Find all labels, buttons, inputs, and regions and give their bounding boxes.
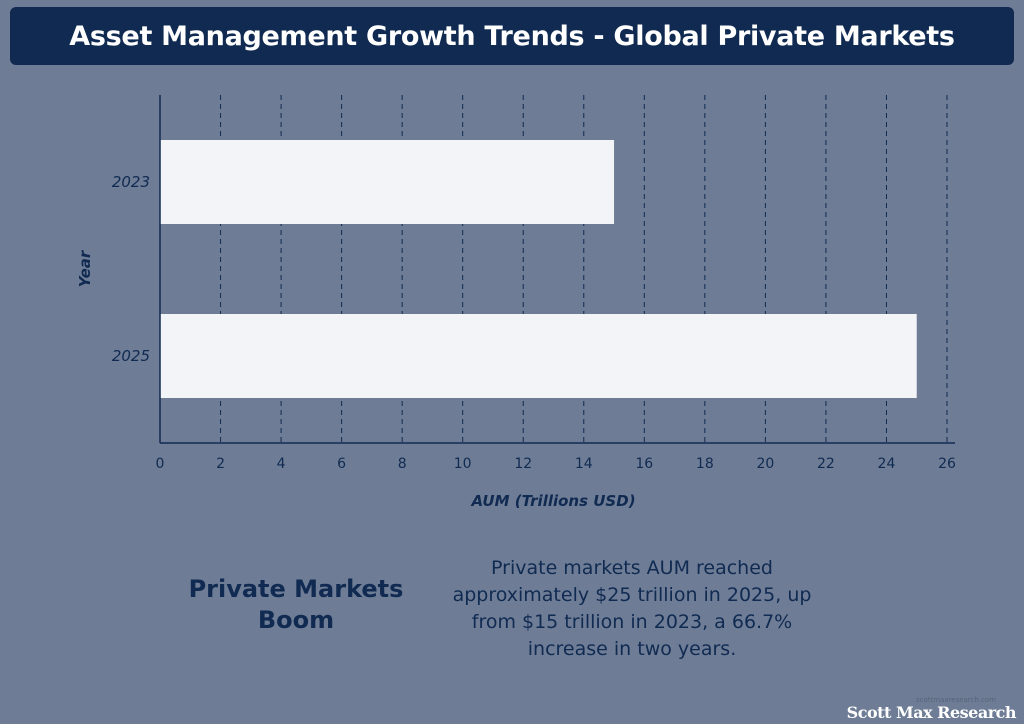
x-tick-label: 2 xyxy=(216,456,225,472)
x-tick-label: 26 xyxy=(938,456,956,472)
callout-heading: Private Markets Boom xyxy=(188,575,404,634)
callout-body: Private markets AUM reached approximatel… xyxy=(452,557,812,660)
chart-title: Asset Management Growth Trends - Global … xyxy=(69,20,955,52)
x-tick-label: 22 xyxy=(817,456,835,472)
y-axis-title: Year xyxy=(76,249,94,287)
y-category-label: 2023 xyxy=(112,173,150,191)
x-tick-label: 10 xyxy=(454,456,472,472)
bar-2025 xyxy=(160,314,917,398)
x-tick-label: 20 xyxy=(756,456,774,472)
x-tick-label: 16 xyxy=(635,456,653,472)
brand-logo: Scott Max Research xyxy=(846,703,1017,722)
footer-credit: scottmaxresearch.com xyxy=(916,696,996,704)
x-tick-label: 18 xyxy=(696,456,714,472)
bar-2023 xyxy=(160,140,615,224)
y-category-label: 2025 xyxy=(112,347,150,365)
title-banner: Asset Management Growth Trends - Global … xyxy=(10,7,1014,65)
x-tick-label: 8 xyxy=(398,456,407,472)
x-axis-title: AUM (Trillions USD) xyxy=(470,492,635,510)
x-tick-label: 4 xyxy=(277,456,286,472)
x-tick-label: 14 xyxy=(575,456,593,472)
x-tick-label: 0 xyxy=(156,456,165,472)
x-tick-label: 24 xyxy=(878,456,896,472)
x-tick-label: 6 xyxy=(337,456,346,472)
x-tick-label: 12 xyxy=(514,456,532,472)
